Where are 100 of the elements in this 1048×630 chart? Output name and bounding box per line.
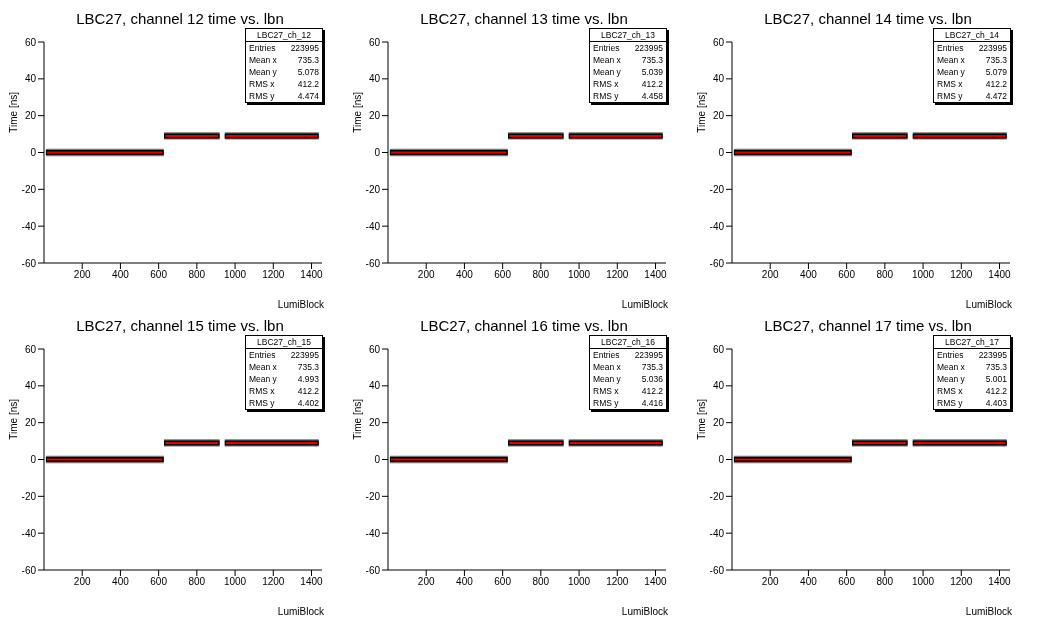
annotation: 4.993 (297, 374, 319, 384)
annotation: RMS x (593, 386, 619, 396)
x-tick-label: 800 (876, 576, 894, 588)
y-tick-label: 60 (368, 36, 381, 48)
annotation: Mean x (937, 55, 965, 65)
annotation: RMS x (937, 386, 963, 396)
x-tick-label: 800 (188, 269, 206, 281)
x-tick-label: 600 (494, 269, 512, 281)
text: LBC27_ch_15 (246, 336, 322, 349)
x-tick-label: 200 (761, 269, 779, 281)
x-axis-title: LumiBlock (965, 299, 1012, 310)
annotation: 5.036 (641, 374, 663, 384)
x-tick-label: 800 (876, 269, 894, 281)
y-tick-label: 60 (368, 343, 381, 355)
x-tick-label: 1400 (644, 269, 668, 281)
annotation: Mean y (937, 374, 965, 384)
x-tick-label: 1000 (223, 269, 247, 281)
y-tick-label: -60 (365, 257, 381, 269)
y-tick-label: -60 (709, 257, 725, 269)
annotation: 4.458 (641, 91, 663, 101)
annotation: Mean y (937, 67, 965, 77)
text: LBC27_ch_13 (590, 29, 666, 42)
y-tick-label: 60 (24, 36, 37, 48)
x-tick-label: 1000 (567, 269, 591, 281)
annotation: 5.079 (985, 67, 1007, 77)
x-tick-label: 600 (150, 576, 168, 588)
annotation: 4.416 (641, 398, 663, 408)
annotation: Entries (937, 350, 964, 360)
annotation: RMS y (937, 91, 963, 101)
y-axis-title: Time [ns] (352, 92, 363, 133)
x-tick-label: 1400 (300, 576, 324, 588)
y-tick-label: 0 (718, 147, 725, 159)
annotation: 5.001 (985, 374, 1007, 384)
x-tick-label: 800 (188, 576, 206, 588)
y-tick-label: -40 (709, 527, 725, 539)
y-tick-label: 20 (712, 417, 725, 429)
y-tick-label: 60 (712, 36, 725, 48)
annotation: RMS x (249, 386, 275, 396)
annotation: 223995 (978, 350, 1007, 360)
x-axis-title: LumiBlock (277, 299, 324, 310)
annotation: 223995 (978, 43, 1007, 53)
x-tick-label: 1000 (567, 576, 591, 588)
y-tick-label: -60 (709, 564, 725, 576)
x-tick-label: 1400 (988, 576, 1012, 588)
annotation: RMS x (593, 79, 619, 89)
chart-title: LBC27, channel 14 time vs. lbn (763, 10, 973, 27)
x-tick-label: 1200 (262, 576, 285, 588)
y-tick-label: -20 (21, 183, 37, 195)
x-tick-label: 600 (150, 269, 168, 281)
x-tick-label: 1000 (911, 269, 935, 281)
annotation: 412.2 (297, 386, 319, 396)
y-tick-label: 20 (368, 417, 381, 429)
y-tick-label: 0 (30, 147, 37, 159)
y-tick-label: -20 (365, 490, 381, 502)
y-tick-label: -20 (365, 183, 381, 195)
y-tick-label: -40 (21, 220, 37, 232)
x-tick-label: 400 (112, 576, 130, 588)
x-tick-label: 1200 (606, 269, 629, 281)
annotation: Mean y (593, 67, 621, 77)
annotation: RMS x (937, 79, 963, 89)
annotation: 735.3 (297, 362, 319, 372)
annotation: 412.2 (985, 79, 1007, 89)
y-tick-label: -20 (709, 183, 725, 195)
annotation: 412.2 (641, 386, 663, 396)
annotation: 735.3 (641, 362, 663, 372)
y-axis-title: Time [ns] (696, 399, 707, 440)
y-tick-label: -20 (21, 490, 37, 502)
annotation: Mean y (249, 374, 277, 384)
x-axis-title: LumiBlock (621, 299, 668, 310)
chart-title: LBC27, channel 12 time vs. lbn (75, 10, 285, 27)
chart-title: LBC27, channel 13 time vs. lbn (419, 10, 629, 27)
x-tick-label: 1200 (950, 269, 973, 281)
y-tick-label: 0 (30, 454, 37, 466)
annotation: Mean x (593, 362, 621, 372)
text: LBC27_ch_17 (934, 336, 1010, 349)
annotation: 4.402 (297, 398, 319, 408)
y-tick-label: 40 (24, 380, 37, 392)
x-tick-label: 800 (532, 576, 550, 588)
annotation: Entries (593, 43, 620, 53)
y-tick-label: 20 (368, 110, 381, 122)
annotation: 5.039 (641, 67, 663, 77)
y-tick-label: 20 (712, 110, 725, 122)
annotation: 223995 (290, 43, 319, 53)
annotation: RMS y (593, 398, 619, 408)
annotation: 4.474 (297, 91, 319, 101)
chart-title: LBC27, channel 17 time vs. lbn (763, 317, 973, 334)
annotation: Entries (937, 43, 964, 53)
x-tick-label: 600 (838, 576, 856, 588)
x-tick-label: 1400 (644, 576, 668, 588)
annotation: 735.3 (641, 55, 663, 65)
x-axis-title: LumiBlock (621, 606, 668, 617)
x-tick-label: 1400 (988, 269, 1012, 281)
y-tick-label: 20 (24, 417, 37, 429)
annotation: RMS y (249, 398, 275, 408)
y-tick-label: 60 (24, 343, 37, 355)
annotation: 735.3 (985, 362, 1007, 372)
y-tick-label: 60 (712, 343, 725, 355)
annotation: RMS y (593, 91, 619, 101)
y-tick-label: 40 (712, 73, 725, 85)
y-axis-title: Time [ns] (352, 399, 363, 440)
